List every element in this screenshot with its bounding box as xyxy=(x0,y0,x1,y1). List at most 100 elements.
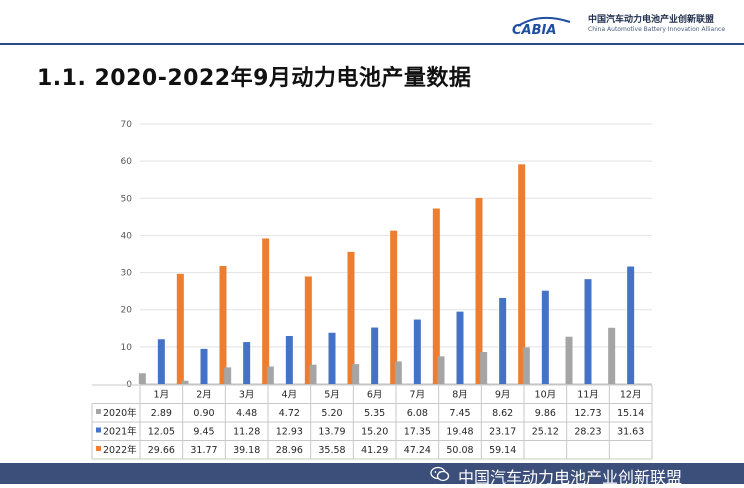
data-label: 17.35 xyxy=(404,427,431,438)
data-label: 4.72 xyxy=(279,408,300,419)
x-category-label: 6月 xyxy=(367,390,383,401)
x-category-label: 12月 xyxy=(620,390,642,401)
data-label: 6.08 xyxy=(407,408,428,419)
x-category-label: 8月 xyxy=(452,390,468,401)
bar xyxy=(627,266,635,384)
data-label: 2.89 xyxy=(151,408,172,419)
bar xyxy=(224,367,232,384)
data-label: 4.48 xyxy=(236,408,257,419)
bar xyxy=(413,319,421,384)
wechat-icon xyxy=(430,466,450,482)
data-label: 19.48 xyxy=(446,427,473,438)
data-label: 0.90 xyxy=(193,408,214,419)
data-label: 31.77 xyxy=(190,445,217,456)
bar xyxy=(456,311,464,384)
bar xyxy=(522,347,530,384)
x-category-label: 10月 xyxy=(535,390,557,401)
legend-label: 2020年 xyxy=(103,407,137,419)
x-category-label: 7月 xyxy=(410,390,426,401)
data-label: 9.45 xyxy=(193,427,214,438)
data-label: 12.73 xyxy=(574,408,601,419)
data-label: 41.29 xyxy=(361,445,388,456)
x-category-label: 5月 xyxy=(324,390,340,401)
org-name-en: China Automotive Battery Innovation Alli… xyxy=(588,26,726,33)
data-label: 31.63 xyxy=(617,427,644,438)
bar xyxy=(243,342,251,384)
y-tick-label: 30 xyxy=(121,269,133,279)
bar xyxy=(157,339,165,384)
data-label: 12.05 xyxy=(148,427,175,438)
bar xyxy=(390,230,398,384)
legend-swatch xyxy=(96,446,101,451)
bar xyxy=(219,265,227,384)
data-label: 15.14 xyxy=(617,408,644,419)
bar xyxy=(437,356,445,384)
bar xyxy=(584,279,592,384)
y-tick-label: 20 xyxy=(121,306,133,316)
bar xyxy=(347,251,355,384)
data-label: 11.28 xyxy=(233,427,260,438)
slide-title: 1.1. 2020-2022年9月动力电池产量数据 xyxy=(37,66,472,91)
data-label: 29.66 xyxy=(148,445,175,456)
bar xyxy=(176,273,184,384)
data-label: 47.24 xyxy=(404,445,431,456)
y-tick-label: 60 xyxy=(121,157,133,167)
bar xyxy=(352,364,360,384)
logo-text: CABIA xyxy=(512,23,556,36)
bar xyxy=(262,238,270,384)
bar xyxy=(565,336,573,384)
data-label: 39.18 xyxy=(233,445,260,456)
x-category-label: 2月 xyxy=(196,390,212,401)
bar xyxy=(518,164,526,384)
data-label: 23.17 xyxy=(489,427,516,438)
bar xyxy=(181,380,189,384)
data-label: 15.20 xyxy=(361,427,388,438)
y-tick-label: 40 xyxy=(121,231,133,241)
bar xyxy=(304,276,312,384)
legend-swatch xyxy=(96,409,101,414)
y-tick-label: 10 xyxy=(121,343,133,353)
data-label: 8.62 xyxy=(492,408,513,419)
data-label: 25.12 xyxy=(532,427,559,438)
x-category-label: 3月 xyxy=(239,390,255,401)
x-category-label: 1月 xyxy=(154,390,170,401)
y-tick-label: 70 xyxy=(121,120,133,130)
legend-label: 2021年 xyxy=(103,426,137,438)
data-label: 12.93 xyxy=(276,427,303,438)
data-label: 5.20 xyxy=(321,408,342,419)
bar xyxy=(541,290,549,384)
header-divider xyxy=(0,43,744,45)
x-category-label: 11月 xyxy=(577,390,599,401)
bar xyxy=(432,208,440,384)
data-label: 59.14 xyxy=(489,445,516,456)
bar xyxy=(371,327,379,384)
bar xyxy=(285,335,293,384)
cabia-logo: CABIA xyxy=(512,16,571,36)
y-tick-label: 50 xyxy=(121,194,133,204)
data-label: 7.45 xyxy=(449,408,470,419)
data-label: 28.23 xyxy=(574,427,601,438)
legend-label: 2022年 xyxy=(103,444,137,456)
bar xyxy=(608,327,616,384)
data-label: 28.96 xyxy=(276,445,303,456)
legend-swatch xyxy=(96,427,101,433)
bar xyxy=(200,348,208,384)
bar xyxy=(266,366,274,384)
data-label: 5.35 xyxy=(364,408,385,419)
x-category-label: 9月 xyxy=(495,390,511,401)
bar xyxy=(394,361,402,384)
header-bar xyxy=(0,0,744,44)
data-label: 13.79 xyxy=(318,427,345,438)
org-name-cn: 中国汽车动力电池产业创新联盟 xyxy=(588,15,715,25)
footer-bar xyxy=(0,463,744,484)
bar xyxy=(309,364,317,384)
data-label: 35.58 xyxy=(318,445,345,456)
bar xyxy=(138,373,146,384)
bar xyxy=(499,297,507,384)
bar xyxy=(328,332,336,384)
data-label: 9.86 xyxy=(535,408,556,419)
footer-text: 中国汽车动力电池产业创新联盟 xyxy=(458,468,683,487)
bar xyxy=(475,197,483,384)
x-category-label: 4月 xyxy=(282,390,298,401)
